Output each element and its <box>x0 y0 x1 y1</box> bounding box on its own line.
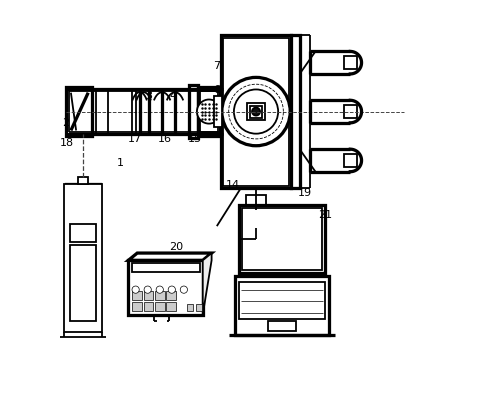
Circle shape <box>156 286 163 294</box>
Bar <box>132 302 142 311</box>
Text: 7: 7 <box>213 61 220 71</box>
Bar <box>241 209 322 270</box>
Circle shape <box>233 90 278 134</box>
Text: 16: 16 <box>157 134 171 143</box>
Circle shape <box>252 108 260 116</box>
Bar <box>166 302 175 311</box>
Bar <box>128 261 202 315</box>
Bar <box>246 103 265 121</box>
Text: 2: 2 <box>62 117 69 127</box>
Text: 14: 14 <box>225 180 239 189</box>
Text: 4: 4 <box>169 91 176 101</box>
Bar <box>343 106 356 119</box>
Bar <box>249 106 262 118</box>
Bar <box>234 277 329 335</box>
Bar <box>213 97 222 128</box>
Circle shape <box>144 286 151 294</box>
Bar <box>155 302 164 311</box>
Bar <box>245 195 266 211</box>
Text: 17: 17 <box>127 134 141 143</box>
Bar <box>243 221 268 229</box>
Circle shape <box>168 286 175 294</box>
Bar <box>223 38 288 186</box>
Bar <box>166 292 175 300</box>
Bar <box>143 302 153 311</box>
Bar <box>195 304 201 311</box>
Circle shape <box>180 286 187 294</box>
Bar <box>66 184 100 329</box>
Text: 18: 18 <box>60 138 74 147</box>
Bar <box>200 91 217 133</box>
Text: 19: 19 <box>298 188 312 197</box>
Circle shape <box>132 286 139 294</box>
Bar <box>248 210 263 223</box>
Text: 20: 20 <box>169 242 183 251</box>
Bar <box>188 85 197 139</box>
Bar <box>238 283 325 319</box>
Bar <box>268 321 296 331</box>
Text: 1: 1 <box>117 158 124 167</box>
Bar <box>132 292 142 300</box>
Bar <box>64 184 102 332</box>
Text: 15: 15 <box>187 134 201 143</box>
Bar <box>70 224 96 242</box>
Bar <box>220 36 291 188</box>
Bar <box>343 57 356 70</box>
Polygon shape <box>128 253 211 261</box>
Bar <box>78 177 88 184</box>
Bar <box>197 88 219 136</box>
Bar <box>70 246 96 321</box>
Text: 6: 6 <box>213 85 220 95</box>
Bar <box>186 304 193 311</box>
Text: 21: 21 <box>318 210 332 219</box>
Circle shape <box>221 78 290 146</box>
Bar <box>238 205 325 273</box>
Bar <box>343 155 356 168</box>
Polygon shape <box>202 253 211 315</box>
Circle shape <box>196 100 220 124</box>
Bar <box>143 292 153 300</box>
Bar <box>291 36 300 188</box>
Bar <box>66 88 92 136</box>
Text: 3: 3 <box>145 91 152 101</box>
Bar <box>155 292 164 300</box>
Bar <box>131 263 199 272</box>
